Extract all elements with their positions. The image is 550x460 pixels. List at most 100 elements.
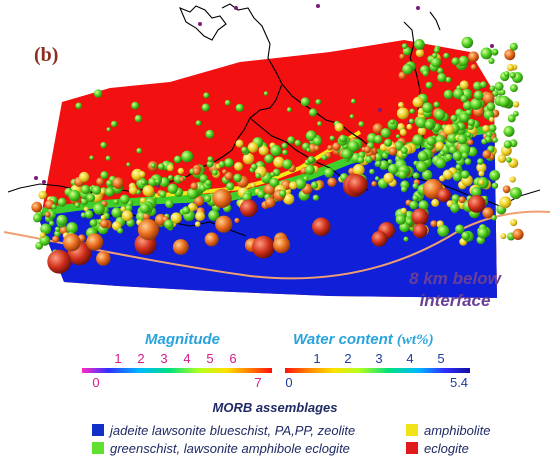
hypocenter-sphere bbox=[205, 129, 215, 139]
hypocenter-sphere bbox=[412, 183, 419, 189]
hypocenter-sphere bbox=[509, 219, 518, 227]
hypocenter-sphere bbox=[150, 163, 156, 168]
hypocenter-sphere bbox=[62, 233, 81, 252]
legend-item-greenschist: greenschist, lawsonite amphibole eclogit… bbox=[92, 441, 350, 456]
hypocenter-sphere bbox=[422, 70, 429, 77]
volcano-dot bbox=[490, 44, 494, 48]
hypocenter-sphere bbox=[195, 120, 202, 126]
hypocenter-sphere bbox=[415, 117, 427, 129]
magnitude-min-label: 0 bbox=[92, 375, 100, 390]
hypocenter-sphere bbox=[363, 146, 371, 154]
hypocenter-sphere bbox=[437, 225, 450, 237]
hypocenter-sphere bbox=[242, 153, 255, 165]
hypocenter-sphere bbox=[258, 145, 269, 156]
hypocenter-sphere bbox=[96, 177, 105, 186]
hypocenter-sphere bbox=[398, 170, 407, 180]
hypocenter-sphere bbox=[89, 219, 98, 227]
hypocenter-sphere bbox=[455, 164, 462, 171]
hypocenter-sphere bbox=[204, 232, 219, 247]
hypocenter-sphere bbox=[264, 154, 274, 164]
hypocenter-sphere bbox=[502, 185, 511, 194]
hypocenter-sphere bbox=[57, 197, 67, 207]
volcano-dot bbox=[416, 6, 420, 10]
magnitude-tick-5: 5 bbox=[206, 351, 214, 366]
hypocenter-sphere bbox=[96, 251, 111, 266]
hypocenter-sphere bbox=[383, 172, 395, 184]
hypocenter-sphere bbox=[457, 134, 468, 145]
hypocenter-sphere bbox=[110, 120, 118, 128]
hypocenter-sphere bbox=[452, 151, 462, 161]
hypocenter-sphere bbox=[332, 142, 341, 151]
hypocenter-sphere bbox=[435, 157, 446, 169]
hypocenter-sphere bbox=[190, 182, 198, 190]
hypocenter-sphere bbox=[287, 136, 295, 144]
hypocenter-sphere bbox=[443, 124, 455, 135]
hypocenter-sphere bbox=[491, 182, 499, 189]
hypocenter-sphere bbox=[437, 67, 444, 74]
hypocenter-sphere bbox=[218, 161, 226, 168]
hypocenter-sphere bbox=[491, 214, 497, 221]
hypocenter-sphere bbox=[503, 71, 510, 77]
hypocenter-sphere bbox=[111, 207, 122, 218]
hypocenter-sphere bbox=[406, 218, 413, 225]
hypocenter-sphere bbox=[148, 177, 157, 187]
hypocenter-sphere bbox=[52, 235, 60, 243]
hypocenter-sphere bbox=[250, 163, 258, 170]
hypocenter-sphere bbox=[414, 39, 425, 50]
hypocenter-sphere bbox=[409, 200, 419, 210]
magnitude-tick-6: 6 bbox=[229, 351, 237, 366]
hypocenter-sphere bbox=[398, 101, 404, 108]
hypocenter-sphere bbox=[172, 239, 189, 255]
hypocenter-sphere bbox=[286, 107, 292, 113]
hypocenter-sphere bbox=[120, 206, 127, 213]
hypocenter-sphere bbox=[347, 174, 368, 195]
hypocenter-sphere bbox=[179, 176, 185, 182]
hypocenter-sphere bbox=[371, 230, 388, 247]
hypocenter-sphere bbox=[84, 210, 94, 219]
hypocenter-sphere bbox=[445, 76, 452, 83]
hypocenter-sphere bbox=[445, 153, 453, 161]
hypocenter-sphere bbox=[157, 163, 165, 171]
water-range-labels: 0 5.4 bbox=[285, 375, 470, 391]
legend-label-eclogite: eclogite bbox=[424, 441, 469, 456]
legend-title: MORB assemblages bbox=[212, 400, 338, 415]
hypocenter-sphere bbox=[452, 172, 462, 182]
hypocenter-sphere bbox=[494, 81, 504, 91]
hypocenter-sphere bbox=[100, 141, 107, 149]
hypocenter-sphere bbox=[56, 214, 68, 226]
magnitude-tick-3: 3 bbox=[160, 351, 168, 366]
legend-swatch-greenschist bbox=[92, 442, 104, 454]
hypocenter-sphere bbox=[212, 188, 232, 208]
hypocenter-sphere bbox=[447, 132, 458, 144]
hypocenter-sphere bbox=[400, 186, 408, 193]
hypocenter-sphere bbox=[194, 196, 205, 207]
hypocenter-sphere bbox=[433, 47, 440, 54]
magnitude-tick-2: 2 bbox=[137, 351, 145, 366]
legend-label-blueschist: jadeite lawsonite blueschist, PA,PP, zeo… bbox=[110, 423, 356, 438]
hypocenter-sphere bbox=[373, 152, 383, 162]
hypocenter-sphere bbox=[105, 155, 111, 161]
volcano-dot bbox=[316, 4, 320, 8]
hypocenter-sphere bbox=[478, 170, 485, 177]
hypocenter-sphere bbox=[411, 208, 429, 226]
hypocenter-sphere bbox=[400, 207, 407, 214]
hypocenter-sphere bbox=[448, 145, 457, 154]
hypocenter-sphere bbox=[289, 181, 298, 190]
hypocenter-sphere bbox=[199, 174, 208, 183]
hypocenter-sphere bbox=[408, 118, 415, 124]
legend-swatch-blueschist bbox=[92, 424, 104, 436]
hypocenter-sphere bbox=[279, 189, 287, 197]
hypocenter-sphere bbox=[264, 197, 276, 208]
hypocenter-sphere bbox=[507, 114, 516, 123]
legend-swatch-amphibolite bbox=[406, 424, 418, 436]
hypocenter-sphere bbox=[104, 187, 115, 197]
hypocenter-sphere bbox=[399, 53, 405, 60]
hypocenter-sphere bbox=[80, 184, 91, 195]
depth-annotation-line1: 8 km below bbox=[409, 269, 501, 288]
hypocenter-sphere bbox=[327, 177, 337, 187]
hypocenter-sphere bbox=[121, 210, 133, 222]
hypocenter-sphere bbox=[425, 81, 433, 89]
hypocenter-sphere bbox=[341, 148, 353, 160]
hypocenter-sphere bbox=[369, 168, 375, 175]
hypocenter-sphere bbox=[471, 186, 482, 198]
